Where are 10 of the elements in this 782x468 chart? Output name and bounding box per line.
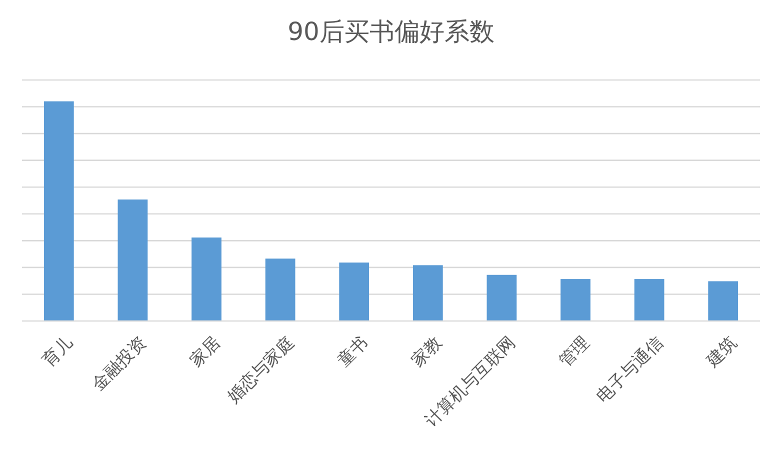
x-tick-label: 婚恋与家庭 — [224, 332, 298, 408]
x-tick-label: 金融投资 — [88, 332, 151, 396]
x-tick-label: 家教 — [408, 332, 446, 372]
x-tick-label: 家居 — [186, 332, 225, 372]
x-tick-label: 育儿 — [38, 332, 77, 372]
x-tick-label: 管理 — [555, 332, 594, 372]
x-tick-label: 建筑 — [702, 332, 742, 372]
x-tick-label: 童书 — [334, 332, 372, 372]
chart-title: 90后买书偏好系数 — [288, 17, 494, 46]
x-tick-label: 电子与通信 — [593, 332, 668, 408]
